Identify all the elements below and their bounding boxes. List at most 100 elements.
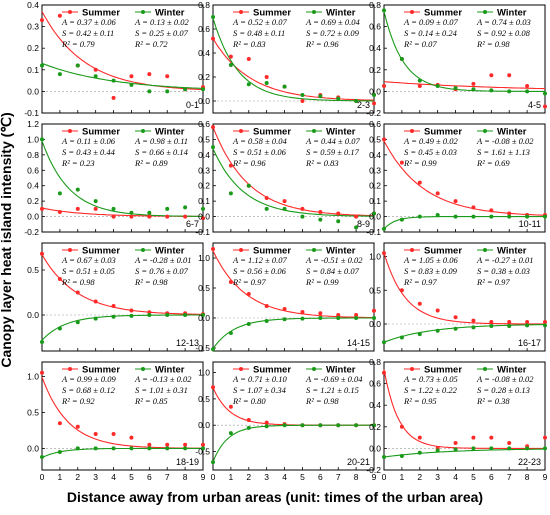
winter-point xyxy=(354,99,359,103)
legend-winter-marker xyxy=(483,248,487,252)
winter-point xyxy=(93,74,98,79)
summer-point xyxy=(471,435,476,440)
x-tick-label: 5 xyxy=(129,472,134,482)
y-tick-label: 0.5 xyxy=(369,134,381,144)
y-tick-label: 0.3 xyxy=(369,165,381,175)
summer-point xyxy=(75,424,80,429)
x-tick-label: 0 xyxy=(40,472,45,482)
summer-fit-curve xyxy=(212,38,375,101)
winter-point xyxy=(228,431,233,436)
y-tick-label: 0.2 xyxy=(27,43,39,53)
y-tick-label: 0.1 xyxy=(198,196,210,206)
summer-stat-A: A = 0.49 ± 0.02 xyxy=(403,136,458,146)
legend-winter-label: Winter xyxy=(155,246,185,257)
summer-point xyxy=(57,421,62,426)
summer-point xyxy=(453,315,458,320)
panel-14-15: 1.0 0.5 0.0 -0.5 Summer Winter A = 1.12 ± 0.07… xyxy=(195,242,376,353)
legend-winter-label: Winter xyxy=(497,246,527,257)
y-tick-label: -0.2 xyxy=(366,465,381,475)
legend-summer-marker xyxy=(410,129,414,133)
summer-point xyxy=(211,385,215,390)
panel-0-1: 0.4 0.3 0.2 0.1 0.0 -0.1 Summer Winter A = 0.37 … xyxy=(24,0,205,118)
winter-stat-S: S = 0.84 ± 0.07 xyxy=(306,266,360,276)
winter-point xyxy=(246,82,251,87)
winter-point xyxy=(489,88,494,93)
legend-winter-marker xyxy=(141,248,145,252)
winter-point xyxy=(525,323,530,328)
winter-point xyxy=(417,332,422,337)
winter-point xyxy=(211,347,215,352)
y-tick-label: -0.1 xyxy=(366,227,381,237)
x-tick-label: 7 xyxy=(507,472,512,482)
summer-point xyxy=(543,435,547,440)
y-tick-label: -0.1 xyxy=(195,227,210,237)
summer-point xyxy=(417,301,422,306)
winter-point xyxy=(40,340,44,344)
winter-point xyxy=(507,89,512,94)
panel-4-5: 0.8 0.6 0.4 0.2 0.0 -0.2 Summer Winter A = 0.09 … xyxy=(366,0,547,118)
winter-point xyxy=(282,206,287,211)
winter-point xyxy=(183,446,188,451)
winter-point xyxy=(489,324,494,329)
x-tick-label: 2 xyxy=(246,472,251,482)
winter-fit-curve xyxy=(383,11,545,92)
x-tick-label: 6 xyxy=(147,472,152,482)
winter-point xyxy=(336,423,341,428)
summer-stat-R2: R² = 0.95 xyxy=(403,396,437,406)
winter-stat-A: A = 0.74 ± 0.03 xyxy=(476,17,531,27)
summer-point xyxy=(264,196,269,201)
summer-point xyxy=(201,216,205,221)
x-tick-label: 4 xyxy=(111,472,116,482)
summer-stat-A: A = 0.71 ± 0.10 xyxy=(232,374,287,384)
winter-point xyxy=(318,217,323,222)
winter-point xyxy=(336,96,341,101)
summer-stat-R2: R² = 0.99 xyxy=(403,158,437,168)
panel-hour-label: 6-7 xyxy=(186,219,199,229)
legend-summer-label: Summer xyxy=(424,8,462,19)
summer-point xyxy=(183,442,188,447)
x-tick-label: 3 xyxy=(264,472,269,482)
winter-point xyxy=(525,89,530,94)
y-tick-label: 0.0 xyxy=(27,212,39,222)
summer-point xyxy=(543,319,547,324)
winter-stat-S: S = 1.01 ± 0.31 xyxy=(135,385,188,395)
winter-stat-A: A = -0.27 ± 0.01 xyxy=(476,255,534,265)
winter-stat-R2: R² = 0.72 xyxy=(134,39,168,49)
plot-frame xyxy=(41,4,204,114)
winter-stat-A: A = 0.44 ± 0.07 xyxy=(305,136,360,146)
winter-point xyxy=(75,187,80,192)
y-tick-label: 0.0 xyxy=(27,86,39,96)
summer-stat-A: A = 0.52 ± 0.07 xyxy=(232,17,287,27)
legend-winter-marker xyxy=(312,367,316,371)
summer-point xyxy=(93,206,98,211)
plot-frame xyxy=(41,123,204,233)
winter-stat-A: A = 0.98 ± 0.11 xyxy=(134,136,188,146)
winter-point xyxy=(417,214,422,219)
summer-fit-curve xyxy=(383,369,545,449)
x-tick-label: 5 xyxy=(471,472,476,482)
legend-summer-marker xyxy=(239,129,243,133)
y-tick-label: 0.0 xyxy=(369,212,381,222)
winter-stat-R2: R² = 0.83 xyxy=(305,158,339,168)
panel-hour-label: 20-21 xyxy=(347,457,370,467)
summer-point xyxy=(507,319,512,324)
winter-point xyxy=(165,89,170,94)
y-tick-label: 0.4 xyxy=(369,43,381,53)
winter-fit-curve xyxy=(41,314,203,341)
winter-fit-curve xyxy=(212,18,374,102)
winter-point xyxy=(435,213,440,218)
panel-hour-label: 18-19 xyxy=(176,457,199,467)
winter-stat-A: A = -0.28 ± 0.01 xyxy=(134,255,192,265)
summer-point xyxy=(507,73,512,78)
summer-point xyxy=(399,160,404,165)
y-tick-label: 1.0 xyxy=(369,252,381,262)
summer-point xyxy=(40,370,44,375)
summer-point xyxy=(525,319,530,324)
legend-summer-marker xyxy=(410,367,414,371)
summer-point xyxy=(543,104,547,109)
y-tick-label: 0.4 xyxy=(198,150,210,160)
winter-stat-S: S = 0.76 ± 0.07 xyxy=(135,266,189,276)
winter-point xyxy=(40,63,44,68)
winter-fit-curve xyxy=(212,148,374,217)
winter-point xyxy=(471,214,476,219)
